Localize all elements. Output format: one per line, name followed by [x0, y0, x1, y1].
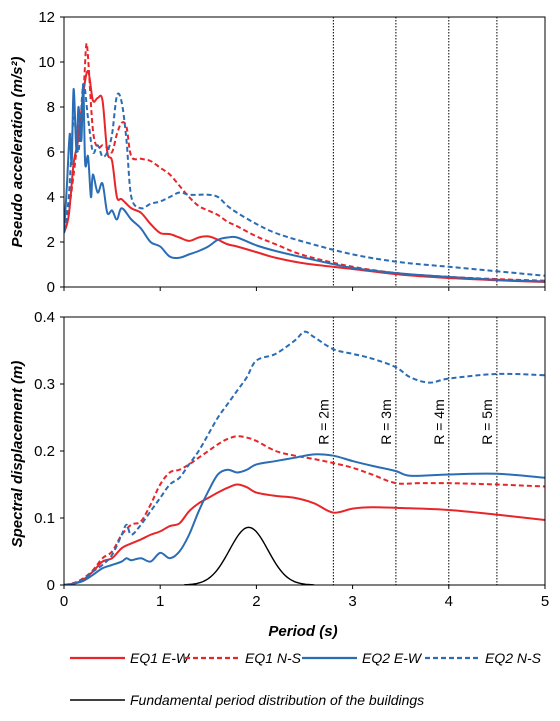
y-tick-label: 8 [47, 99, 55, 116]
y-tick-label: 0 [47, 577, 55, 594]
bottom-panel-spectral-displacement: R = 2m R = 3m R = 4m R = 5m 0 0.1 0.2 0.3 0.4 0 1 2… [34, 309, 549, 610]
reference-line-label: R = 2m [315, 399, 331, 445]
y-tick-label: 2 [47, 234, 55, 251]
y-tick-label: 0.4 [34, 309, 55, 326]
y-tick-label: 0.3 [34, 376, 55, 393]
y-tick-label: 12 [38, 9, 55, 26]
series-line-fundamental-period-distribution-of-the-buildings [184, 526, 315, 585]
x-tick-label: 5 [541, 593, 549, 610]
y-tick-label: 0.2 [34, 443, 55, 460]
legend-label: EQ2 E-W [362, 650, 423, 666]
legend-label: EQ2 N-S [485, 650, 542, 666]
series-line-eq2-e-w [64, 453, 545, 585]
top-panel-pseudo-acceleration: 0 2 4 6 8 10 12 [38, 9, 546, 296]
y-tick-label: 6 [47, 144, 55, 161]
series-line-eq2-n-s [64, 82, 545, 277]
y-tick-label: 0 [47, 279, 55, 296]
y-tick-label: 0.1 [34, 510, 55, 527]
reference-line-label: R = 3m [378, 399, 394, 445]
series-line-eq1-e-w [64, 69, 545, 284]
x-tick-label: 0 [60, 593, 68, 610]
legend-label: Fundamental period distribution of the b… [130, 692, 424, 708]
legend: EQ1 E-W EQ1 N-S EQ2 E-W EQ2 N-S Fundamental … [70, 650, 542, 708]
legend-label: EQ1 N-S [245, 650, 302, 666]
x-tick-label: 3 [348, 593, 356, 610]
top-y-axis-label: Pseudo acceleration (m/s²) [9, 57, 26, 248]
plot-frame [63, 16, 546, 288]
series-line-eq1-n-s [64, 42, 545, 282]
series-line-eq1-n-s [64, 435, 545, 585]
x-tick-label: 2 [252, 593, 260, 610]
x-tick-label: 4 [445, 593, 453, 610]
series-line-eq2-e-w [64, 83, 545, 283]
x-axis-label: Period (s) [268, 623, 337, 640]
legend-label: EQ1 E-W [130, 650, 191, 666]
series-line-eq2-n-s [64, 330, 545, 585]
series-line-eq1-e-w [64, 483, 545, 585]
x-tick-label: 1 [156, 593, 164, 610]
y-tick-label: 4 [47, 189, 55, 206]
plot-frame [63, 316, 546, 586]
bottom-y-axis-label: Spectral displacement (m) [9, 361, 26, 548]
y-tick-label: 10 [38, 54, 55, 71]
reference-line-label: R = 4m [431, 399, 447, 445]
reference-line-label: R = 5m [479, 399, 495, 445]
